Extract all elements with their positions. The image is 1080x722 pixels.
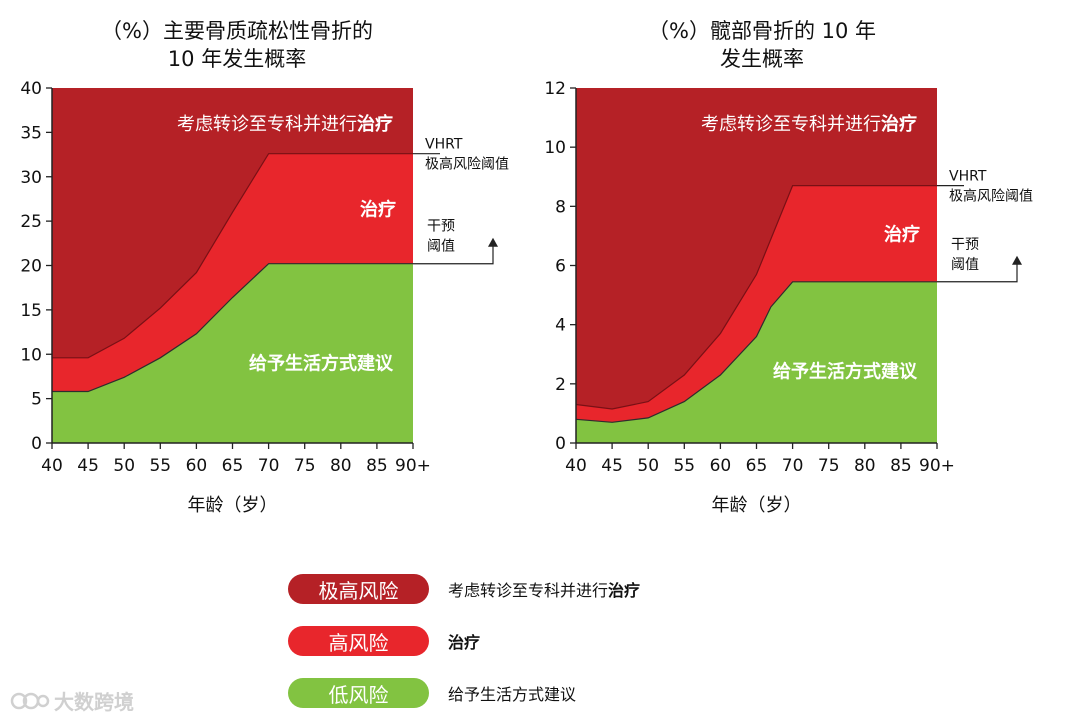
x-tick-label: 50 xyxy=(637,456,659,476)
zone-label-high: 治疗 xyxy=(884,224,920,246)
legend-swatch-high: 高风险 xyxy=(288,626,429,656)
upper-threshold-line xyxy=(575,185,937,410)
low-risk-zone xyxy=(52,263,413,443)
x-tick-label: 55 xyxy=(673,456,695,476)
x-tick-label: 80 xyxy=(330,456,352,476)
watermark-text: 大数跨境 xyxy=(54,690,134,714)
intervention-threshold-line xyxy=(575,281,937,423)
y-tick-label: 8 xyxy=(555,197,566,217)
chart-title-line: 发生概率 xyxy=(720,47,804,71)
chart-title-line: （%）主要骨质疏松性骨折的 xyxy=(101,19,373,43)
legend-label-low: 低风险 xyxy=(328,682,389,707)
vhrt-threshold-label: 极高风险阈值 xyxy=(425,156,509,173)
x-tick-label: 75 xyxy=(818,456,840,476)
x-axis-label: 年龄（岁） xyxy=(188,495,278,516)
low-risk-zone xyxy=(576,281,937,443)
intervention-threshold-extension xyxy=(413,243,494,265)
legend-item-low: 低风险 给予生活方式建议 xyxy=(288,678,576,708)
intervention-arrow-icon xyxy=(488,237,498,247)
intervention-threshold-label: 阈值 xyxy=(427,239,455,255)
vhrt-label: VHRT xyxy=(425,137,463,153)
watermark: 大数跨境 xyxy=(10,686,134,715)
y-tick-label: 40 xyxy=(20,79,42,99)
x-tick-label: 45 xyxy=(601,456,623,476)
x-tick-label: 90+ xyxy=(919,456,955,476)
x-axis-label: 年龄（岁） xyxy=(712,495,802,516)
x-tick-label: 75 xyxy=(294,456,316,476)
chart-title-line: （%）髋部骨折的 10 年 xyxy=(648,19,876,43)
y-tick-label: 30 xyxy=(20,168,42,188)
x-tick-label: 50 xyxy=(113,456,135,476)
intervention-threshold-extension xyxy=(937,261,1018,283)
y-tick-label: 25 xyxy=(20,212,42,232)
x-tick-label: 40 xyxy=(565,456,587,476)
y-tick-label: 4 xyxy=(555,316,566,336)
y-tick-label: 12 xyxy=(544,79,566,99)
x-tick-label: 65 xyxy=(222,456,244,476)
x-tick-label: 85 xyxy=(890,456,912,476)
watermark-logo-icon xyxy=(10,692,50,709)
y-tick-label: 5 xyxy=(31,390,42,410)
legend-swatch-low: 低风险 xyxy=(288,678,429,708)
vhrt-threshold-label: 极高风险阈值 xyxy=(949,188,1033,205)
x-tick-label: 55 xyxy=(149,456,171,476)
intervention-label: 干预 xyxy=(427,219,455,235)
zone-label-high: 治疗 xyxy=(360,199,396,221)
x-tick-label: 60 xyxy=(710,456,732,476)
x-tick-label: 80 xyxy=(854,456,876,476)
chart-title-line: 10 年发生概率 xyxy=(168,47,306,71)
zone-label-very-high: 考虑转诊至专科并进行治疗 xyxy=(701,113,917,135)
upper-threshold-line xyxy=(52,153,413,359)
intervention-arrow-icon xyxy=(1012,255,1022,265)
x-tick-label: 40 xyxy=(41,456,63,476)
legend-desc-high: 治疗 xyxy=(448,633,481,652)
zone-label-low: 给予生活方式建议 xyxy=(249,352,394,374)
y-tick-label: 35 xyxy=(20,123,42,143)
legend-item-very-high: 极高风险 考虑转诊至专科并进行治疗 xyxy=(288,574,640,604)
x-tick-label: 70 xyxy=(782,456,804,476)
y-tick-label: 0 xyxy=(31,434,42,454)
y-tick-label: 0 xyxy=(555,434,566,454)
zone-label-low: 给予生活方式建议 xyxy=(773,360,918,382)
legend-desc-very-high: 考虑转诊至专科并进行治疗 xyxy=(448,581,641,600)
zone-label-very-high: 考虑转诊至专科并进行治疗 xyxy=(177,113,393,135)
y-tick-label: 10 xyxy=(544,138,566,158)
intervention-label: 干预 xyxy=(951,237,979,253)
intervention-threshold-line xyxy=(52,263,413,393)
legend-label-very-high: 极高风险 xyxy=(318,578,399,603)
y-tick-label: 10 xyxy=(20,345,42,365)
intervention-threshold-label: 阈值 xyxy=(951,257,979,273)
legend-desc-low: 给予生活方式建议 xyxy=(448,685,577,704)
x-tick-label: 70 xyxy=(258,456,280,476)
vhrt-label: VHRT xyxy=(949,169,987,185)
x-tick-label: 65 xyxy=(746,456,768,476)
x-tick-label: 45 xyxy=(77,456,99,476)
x-tick-label: 60 xyxy=(186,456,208,476)
y-tick-label: 6 xyxy=(555,257,566,277)
y-tick-label: 2 xyxy=(555,375,566,395)
legend-item-high: 高风险 治疗 xyxy=(288,626,480,656)
y-tick-label: 15 xyxy=(20,301,42,321)
x-tick-label: 85 xyxy=(366,456,388,476)
legend-label-high: 高风险 xyxy=(328,630,389,655)
legend-swatch-very-high: 极高风险 xyxy=(288,574,429,604)
y-tick-label: 20 xyxy=(20,257,42,277)
x-tick-label: 90+ xyxy=(395,456,431,476)
